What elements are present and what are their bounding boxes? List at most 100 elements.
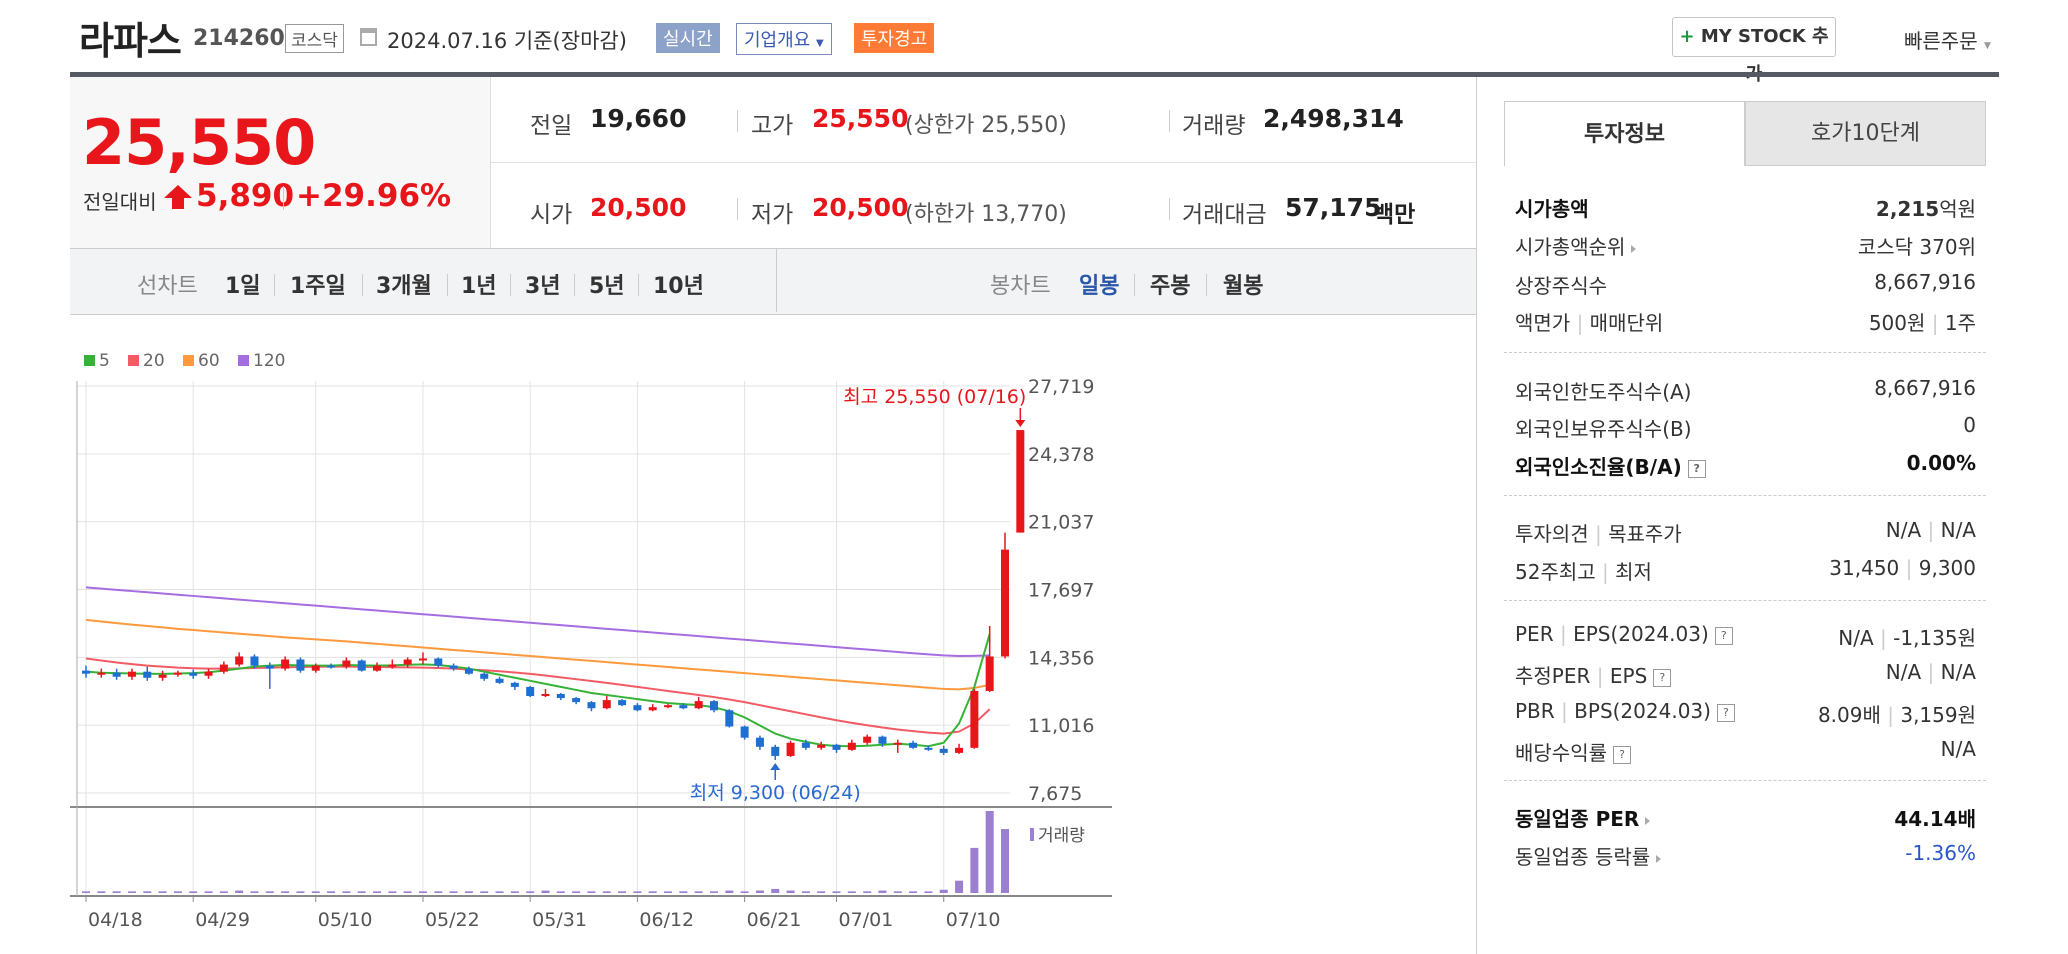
week52-values: 31,450 | 9,300: [1829, 556, 1976, 580]
candle-body: [82, 670, 90, 674]
candle-body: [863, 736, 872, 743]
legend-swatch: [84, 355, 95, 366]
candle-body: [602, 700, 611, 709]
tab-5y[interactable]: 5년: [589, 274, 625, 299]
tab-1d[interactable]: 1일: [225, 274, 261, 299]
candlestick-chart[interactable]: 5 20 60 120 27,719 24,378 21,037 17,697 14,356 1…: [70, 313, 1476, 954]
legend-label: 5: [99, 351, 110, 371]
volume-label: 거래량: [1038, 826, 1085, 846]
y-tick-label: 21,037: [1028, 512, 1094, 534]
y-tick-label: 7,675: [1028, 783, 1082, 805]
market-cap-rank-link[interactable]: 시가총액순위: [1515, 231, 1637, 260]
open-label: 시가: [530, 202, 573, 228]
dividend-row: 배당수익률?: [1515, 737, 1631, 766]
tab-1w[interactable]: 1주일: [290, 274, 346, 299]
sector-per-link[interactable]: 동일업종 PER: [1515, 803, 1651, 832]
volume-bar: [924, 891, 933, 893]
stock-name: 라파스: [79, 19, 182, 63]
y-tick-label: 14,356: [1028, 647, 1094, 669]
volume-bar: [817, 891, 826, 893]
volume-bar: [235, 890, 244, 893]
help-icon[interactable]: ?: [1653, 668, 1672, 687]
tab-3m[interactable]: 3개월: [376, 274, 432, 299]
candle-body: [158, 674, 167, 678]
realtime-button[interactable]: 실시간: [656, 23, 720, 53]
tab-daily[interactable]: 일봉: [1079, 274, 1120, 299]
low-value: 20,500: [812, 193, 909, 222]
help-icon[interactable]: ?: [1687, 459, 1706, 478]
tab-monthly[interactable]: 월봉: [1223, 274, 1264, 299]
est-eps-label: EPS: [1609, 664, 1648, 688]
volume-bar: [587, 891, 596, 893]
y-tick-label: 27,719: [1028, 376, 1094, 398]
target-price-value: N/A: [1940, 518, 1976, 542]
week52-high-label: 52주최고: [1515, 560, 1596, 584]
candle-body: [893, 742, 902, 745]
foreign-ratio-row: 외국인소진율(B/A)?: [1515, 451, 1706, 480]
volume-bar: [127, 891, 136, 893]
candle-body: [556, 694, 565, 699]
divider: [1169, 110, 1170, 132]
est-per-row: 추정PER | EPS?: [1515, 660, 1672, 689]
chart-grid: [70, 381, 1112, 897]
volume-legend-swatch: [1030, 828, 1034, 841]
target-price-label: 목표주가: [1608, 522, 1682, 546]
prev-close-value: 19,660: [590, 104, 687, 133]
investment-warning-badge: 투자경고: [854, 23, 935, 53]
high-label: 고가: [751, 113, 794, 139]
tab-order-book[interactable]: 호가10단계: [1745, 101, 1986, 166]
volume-bar: [694, 891, 703, 893]
volume-bar: [878, 890, 887, 893]
market-cap-rank-label: 시가총액순위: [1515, 235, 1626, 259]
quick-order-button[interactable]: 빠른주문 ▼: [1904, 25, 1991, 54]
tab-weekly[interactable]: 주봉: [1150, 274, 1191, 299]
volume-bar: [970, 847, 979, 893]
volume-bar: [342, 891, 351, 893]
volume-bar: [633, 891, 642, 893]
est-per-values: N/A | N/A: [1885, 660, 1976, 684]
volume-bar: [464, 891, 473, 893]
sector-change-link[interactable]: 동일업종 등락률: [1515, 841, 1662, 870]
help-icon[interactable]: ?: [1714, 626, 1733, 645]
x-tick-label: 04/18: [88, 909, 143, 931]
caret-right-icon: [1656, 854, 1662, 863]
listed-shares-label: 상장주식수: [1515, 274, 1607, 298]
legend-swatch: [238, 355, 249, 366]
candle-body: [357, 660, 366, 671]
tab-3y[interactable]: 3년: [525, 274, 561, 299]
volume-bar: [296, 891, 305, 893]
volume-bar: [786, 890, 795, 893]
row-divider: [491, 162, 1476, 163]
per-value: N/A: [1838, 626, 1874, 650]
low-annotation: 최저 9,300 (06/24): [690, 782, 861, 804]
tab-invest-info[interactable]: 투자정보: [1504, 101, 1745, 166]
candle-body: [1001, 549, 1009, 657]
volume-bar: [648, 891, 657, 893]
candle-body: [388, 664, 397, 667]
divider: [447, 274, 448, 296]
caret-right-icon: [1631, 244, 1637, 253]
company-overview-dropdown[interactable]: 기업개요 ▼: [736, 23, 832, 55]
change-value: 5,890: [196, 178, 295, 214]
volume-bar: [357, 891, 366, 893]
volume-bar: [388, 891, 397, 893]
candle-body: [939, 748, 948, 753]
tab-10y[interactable]: 10년: [653, 274, 704, 299]
week52-low-label: 최저: [1615, 560, 1652, 584]
foreign-limit-value: 8,667,916: [1874, 376, 1976, 400]
candle-body: [449, 665, 458, 669]
tab-1y[interactable]: 1년: [461, 274, 497, 299]
sector-change-value: -1.36%: [1905, 841, 1976, 865]
eps-value: -1,135원: [1893, 626, 1976, 650]
candle-body: [97, 672, 106, 675]
chart-period-tabbar: [70, 248, 1476, 315]
bps-label: BPS(2024.03): [1574, 699, 1711, 723]
candle-body: [495, 678, 504, 683]
add-my-stock-button[interactable]: + MY STOCK 추가: [1672, 17, 1836, 85]
help-icon[interactable]: ?: [1613, 745, 1631, 764]
trade-amount-unit: 백만: [1373, 202, 1416, 228]
trade-amount-value: 57,175: [1285, 193, 1382, 222]
help-icon[interactable]: ?: [1716, 703, 1735, 722]
change-percent: +29.96%: [296, 178, 452, 214]
chart-legend: 5 20 60 120: [84, 351, 285, 371]
